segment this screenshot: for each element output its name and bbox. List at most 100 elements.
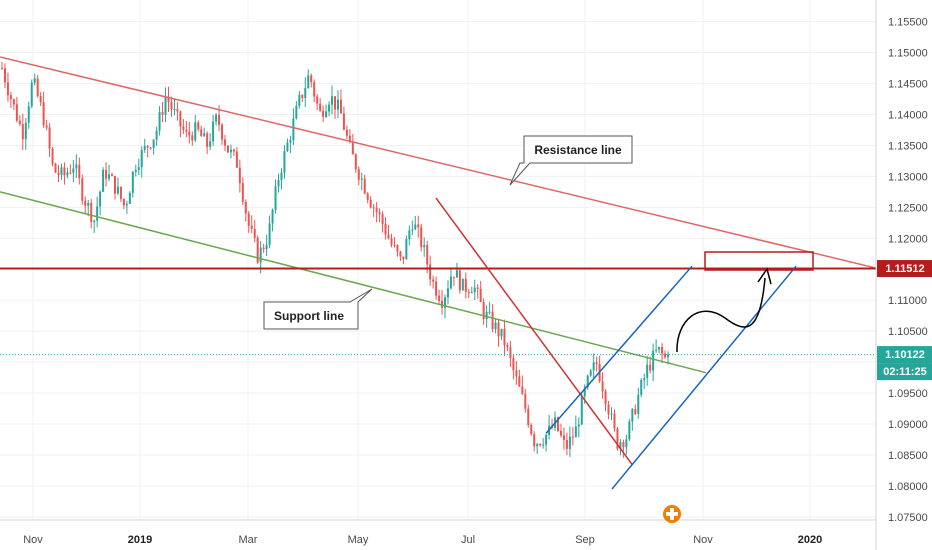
candle-body [527, 408, 530, 425]
y-tick-label: 1.12500 [888, 202, 928, 214]
candle-body [45, 125, 48, 128]
candle-body [438, 295, 441, 301]
candle-body [601, 381, 604, 392]
candle-body [381, 214, 384, 224]
candle-body [113, 175, 116, 194]
candle-body [42, 102, 45, 126]
x-tick-label: May [348, 534, 369, 546]
candle-body [78, 164, 81, 179]
candle-body [449, 276, 452, 289]
candle-body [500, 328, 503, 337]
candle-body [280, 172, 283, 181]
candle-body [250, 225, 253, 229]
y-tick-label: 1.10500 [888, 326, 928, 338]
candle-body [476, 287, 479, 289]
candle-body [173, 108, 176, 110]
candle-body [319, 103, 322, 111]
candle-body [75, 164, 78, 169]
candle-body [345, 129, 348, 136]
candle-body [30, 82, 33, 107]
candle-body [125, 203, 128, 206]
candle-body [387, 234, 390, 239]
candle-body [116, 186, 119, 194]
candle-body [253, 228, 256, 238]
candle-body [69, 172, 72, 174]
candle-body [595, 362, 598, 364]
candle-body [539, 443, 542, 445]
support-callout: Support line [263, 288, 373, 330]
candle-body [640, 379, 643, 395]
candle-body [164, 97, 167, 115]
candle-body [96, 206, 99, 221]
support-line-label: Support line [274, 309, 344, 323]
candle-body [87, 202, 90, 206]
candle-body [48, 127, 51, 149]
time-axis[interactable]: Nov 2019 Mar May Jul Sep Nov 2020 [0, 519, 876, 546]
resistance-line [0, 56, 877, 269]
candle-body [209, 141, 212, 147]
x-tick-label: Sep [575, 534, 595, 546]
candle-body [3, 68, 6, 83]
candle-body [429, 264, 432, 280]
candle-body [467, 291, 470, 293]
candle-body [643, 378, 646, 380]
candle-body [191, 135, 194, 141]
candle-body [6, 82, 9, 96]
candle-body [325, 111, 328, 117]
candle-body [226, 145, 229, 153]
y-tick-label: 1.09000 [888, 419, 928, 431]
candle-body [455, 270, 458, 278]
candle-body [108, 174, 111, 179]
candle-body [128, 192, 131, 204]
candle-body [613, 413, 616, 429]
candle-body [57, 172, 60, 175]
candle-body [131, 171, 134, 193]
candle-body [417, 224, 420, 228]
candle-body [140, 150, 143, 168]
candle-body [625, 439, 628, 448]
candle-body [21, 124, 24, 140]
candle-body [146, 145, 149, 148]
candle-body [423, 245, 426, 248]
candle-body [232, 149, 235, 152]
candle-body [589, 370, 592, 376]
candle-body [414, 224, 417, 230]
x-tick-label: Mar [239, 534, 258, 546]
candle-body [301, 94, 304, 99]
candle-body [506, 345, 509, 348]
candle-body [292, 118, 295, 141]
candle-body [342, 113, 345, 130]
candle-body [9, 95, 12, 100]
current-price-value: 1.10122 [885, 349, 925, 361]
candle-body [188, 131, 191, 136]
candle-body [396, 245, 399, 252]
candle-body [512, 358, 515, 371]
candle-body [375, 207, 378, 213]
candle-body [286, 142, 289, 152]
candle-body [105, 170, 108, 179]
candle-body [524, 393, 527, 409]
candle-body [658, 346, 661, 350]
candle-body [405, 239, 408, 260]
candle-body [435, 281, 438, 296]
candle-body [185, 129, 188, 132]
candle-body [93, 220, 96, 222]
x-tick-label: 2019 [128, 534, 152, 546]
candle-body [167, 97, 170, 103]
candle-body [426, 245, 429, 265]
level-price-badge: 1.11512 [877, 260, 932, 278]
candle-body [161, 111, 164, 115]
tradingview-logo [663, 505, 681, 523]
candle-body [27, 106, 30, 123]
candle-body [369, 199, 372, 208]
candle-body [66, 172, 69, 176]
candle-body [170, 102, 173, 110]
candle-body [158, 111, 161, 131]
candle-body [452, 276, 455, 278]
candle-body [200, 129, 203, 137]
candle-body [464, 278, 467, 292]
candle-body [402, 256, 405, 260]
candle-body [313, 82, 316, 97]
candle-body [316, 96, 319, 104]
